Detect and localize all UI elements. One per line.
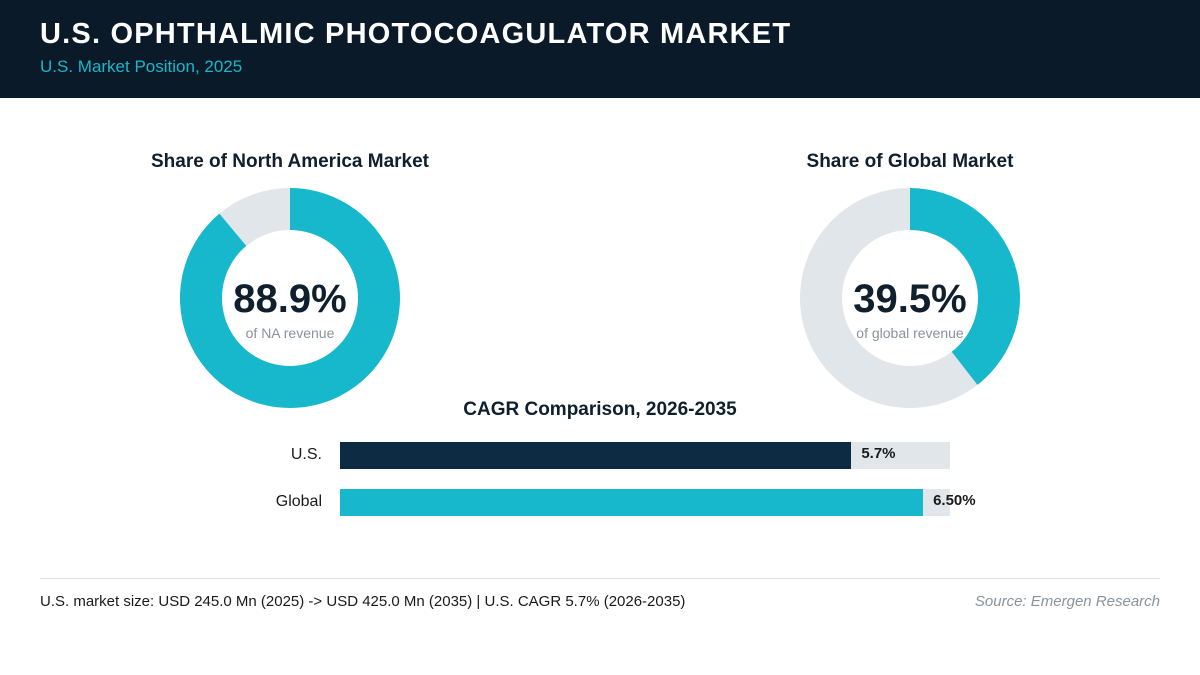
bar-track-us: 5.7%: [340, 442, 950, 469]
bar-label-us: U.S.: [290, 446, 322, 463]
page-title: U.S. OPHTHALMIC PHOTOCOAGULATOR MARKET: [40, 18, 792, 50]
header-banner: U.S. OPHTHALMIC PHOTOCOAGULATOR MARKET U…: [0, 0, 1200, 98]
bar-us: [340, 442, 852, 469]
bar-global: [340, 489, 924, 516]
na-share-value: 88.9%: [233, 277, 347, 321]
footer-divider: [40, 578, 1160, 579]
na-share-donut: [180, 188, 400, 408]
bar-value-us: 5.7%: [861, 445, 896, 462]
global-share-value: 39.5%: [853, 277, 967, 321]
na-share-caption: of NA revenue: [245, 325, 335, 341]
global-share-donut: [800, 188, 1020, 408]
na-donut-title: Share of North America Market: [150, 151, 430, 172]
footer-source: Source: Emergen Research: [974, 593, 1160, 610]
donut-share-slice: [910, 188, 1020, 385]
cagr-chart-title: CAGR Comparison, 2026-2035: [463, 399, 737, 420]
bar-track-global: 6.50%: [340, 489, 976, 516]
bar-label-global: Global: [275, 493, 322, 510]
donut-remainder-slice: [219, 188, 290, 246]
page-subtitle: U.S. Market Position, 2025: [40, 57, 243, 76]
bar-value-global: 6.50%: [933, 492, 976, 509]
global-donut-title: Share of Global Market: [806, 151, 1014, 172]
donut-remainder-slice: [800, 188, 978, 408]
global-share-caption: of global revenue: [856, 325, 964, 341]
footer-market-note: U.S. market size: USD 245.0 Mn (2025) ->…: [40, 593, 686, 610]
donut-share-slice: [180, 188, 400, 408]
